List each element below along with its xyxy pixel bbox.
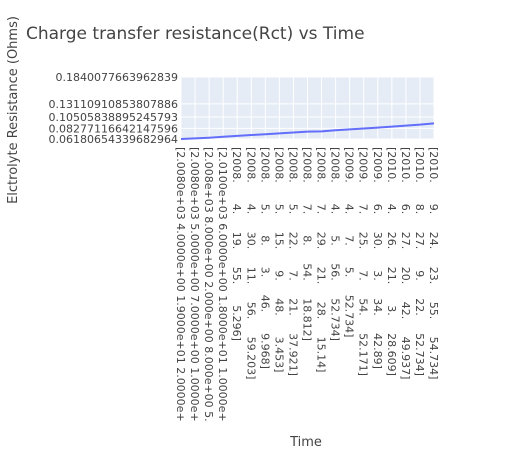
x-tick-label: [2008. 5. 8. 3. 46. 9.968] [258, 147, 271, 369]
x-tick-label: [2008. 5. 22. 7. 21. 37.921] [286, 147, 299, 376]
x-tick-label: [2008. 5. 15. 9. 48. 3.453] [272, 147, 285, 372]
y-tick-label: 0.08277116642147596 [49, 122, 178, 135]
x-tick-label: [2008. 4. 30. 11. 56. 59.203] [244, 147, 257, 379]
x-tick-label: [2.008e+03 8.000e+00 2.000e+00 8.000e+00… [202, 147, 215, 422]
series-line [180, 122, 435, 140]
x-tick-label: [2009. 6. 30. 3. 34. 42.89] [371, 147, 384, 369]
x-tick-label: [2008. 7. 29. 21. 28. 15.14] [315, 147, 328, 372]
series-layer [180, 122, 435, 140]
x-tick-label: [2010. 8. 27. 9. 22. 52.734] [413, 147, 426, 376]
x-tick-label: [2010. 6. 27. 20. 42. 49.937] [399, 147, 412, 379]
y-tick-label: 0.10505838895245793 [49, 111, 178, 124]
y-tick-label: 0.1840077663962839 [56, 71, 178, 84]
y-axis-ticks: 0.061806543396829640.082771166421475960.… [49, 71, 178, 146]
x-tick-label: [2009. 4. 7. 5. 52.734] [343, 147, 356, 337]
chart-title: Charge transfer resistance(Rct) vs Time [26, 24, 365, 44]
x-axis-ticks: [2.0080e+03 4.0000e+00 1.9000e+01 2.0000… [174, 147, 440, 422]
x-tick-label: [2008. 4. 19. 55. 5.296] [230, 147, 243, 341]
x-tick-label: [2.0100e+03 6.0000e+00 1.8000e+01 1.0000… [216, 147, 229, 422]
x-tick-label: [2010. 9. 24. 23. 55. 54.734] [427, 147, 440, 379]
x-tick-label: [2009. 7. 25. 7. 54. 52.171] [357, 147, 370, 376]
y-tick-label: 0.06180654339682964 [49, 133, 178, 146]
x-tick-label: [2.0080e+03 4.0000e+00 1.9000e+01 2.0000… [174, 147, 187, 422]
x-axis-label: Time [289, 435, 322, 450]
x-tick-label: [2010. 4. 26. 21. 3. 28.609] [385, 147, 398, 376]
x-tick-label: [2008. 4. 5. 56. 52.734] [329, 147, 342, 341]
y-axis-label: Elctrolyte Resistance (Ohms) [6, 16, 21, 204]
y-tick-label: 0.13110910853807886 [49, 98, 178, 111]
x-tick-label: [2.0080e+03 5.0000e+00 7.0000e+00 1.0000… [188, 147, 201, 422]
gridlines [180, 76, 435, 140]
x-tick-label: [2008. 7. 8. 54. 18.812] [301, 147, 314, 341]
